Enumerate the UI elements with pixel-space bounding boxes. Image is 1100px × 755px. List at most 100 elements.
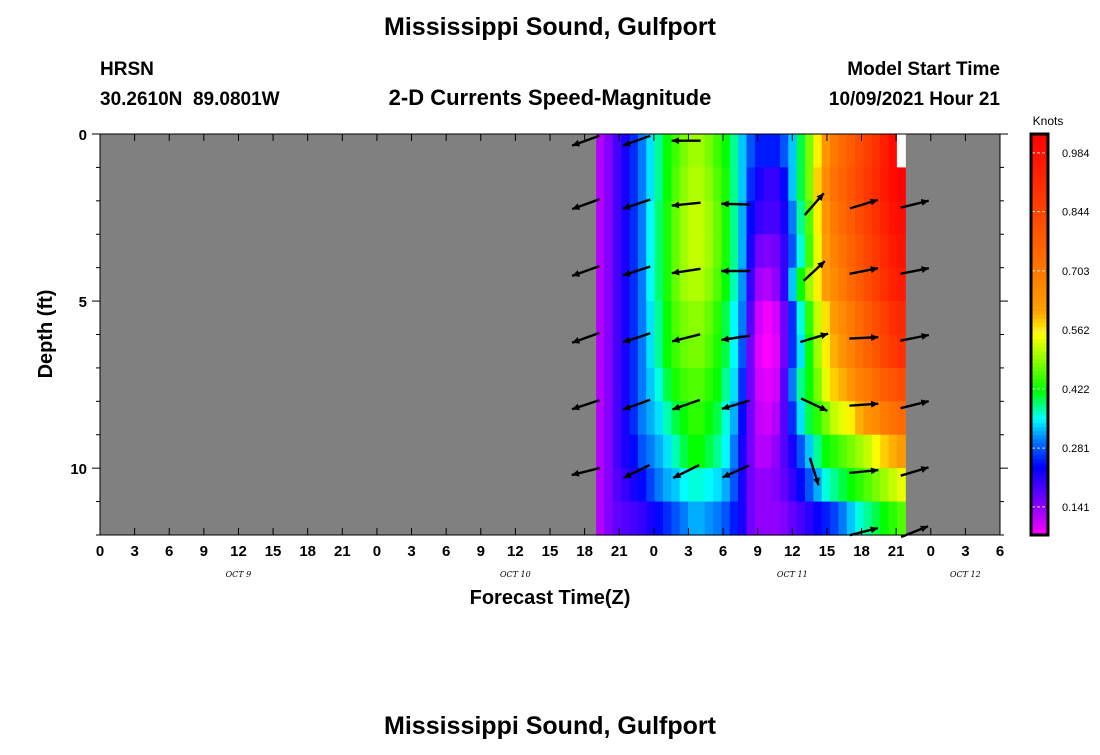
current-arrow [802,260,826,282]
colorbar-segment [1031,198,1048,203]
heatmap-cell [855,334,865,369]
heatmap-cell [779,267,789,302]
heatmap-cell [696,301,706,336]
heatmap-cell [612,501,622,536]
heatmap-cell [746,501,756,536]
colorbar-segment [1031,334,1048,340]
colorbar-segment [1031,390,1048,396]
heatmap-cell [846,301,856,336]
heatmap-cell [863,200,873,235]
heatmap-cell [596,167,606,202]
x-tick-label: 3 [407,543,415,560]
heatmap-cell [713,167,723,202]
heatmap-cell [604,434,614,469]
colorbar-segment [1031,446,1048,452]
heatmap-cell [830,167,840,202]
y-tick-label: 5 [79,294,87,311]
heatmap-cell [779,401,789,436]
heatmap-cell [713,267,723,302]
colorbar-segment [1031,238,1048,243]
current-arrow [799,332,829,344]
heatmap-cell [896,134,906,169]
colorbar-segment [1031,154,1048,159]
heatmap-cell [896,501,906,536]
x-tick-label: 15 [542,543,559,560]
heatmap-cell [713,301,723,336]
colorbar-segment [1031,378,1048,384]
colorbar-segment [1031,474,1048,480]
heatmap-cell [646,267,656,302]
colorbar-segment [1031,294,1048,299]
arrow-head [622,139,631,147]
colorbar-segment [1031,322,1048,327]
heatmap-cell [596,267,606,302]
heatmap-cell [621,200,631,235]
colorbar-segment [1031,402,1048,408]
heatmap-cell [788,334,798,369]
colorbar-segment [1031,326,1048,331]
heatmap-cell [738,267,748,302]
heatmap-cell [721,434,731,469]
heatmap-cell [621,401,631,436]
heatmap-cell [746,367,756,402]
heatmap-cell [746,234,756,269]
colorbar-segment [1031,434,1048,440]
heatmap-cell [671,267,681,302]
x-tick-label: 6 [165,543,173,560]
heatmap-cell [763,334,773,369]
colorbar-segment [1031,498,1048,504]
colorbar-segment [1031,382,1048,388]
colorbar-tick-label: 0.562 [1062,325,1090,337]
x-tick-label: 21 [888,543,905,560]
heatmap-cell [688,134,697,169]
heatmap-cell [704,367,714,402]
current-arrow [672,463,700,480]
heatmap-cell [855,301,865,336]
heatmap-cell [746,134,756,169]
heatmap-cell [621,434,631,469]
heatmap-cell [788,301,798,336]
x-tick-label: 6 [442,543,450,560]
heatmap-cell [788,401,798,436]
heatmap-cell [729,167,739,202]
heatmap-cell [830,501,840,536]
heatmap-cell [896,301,906,336]
heatmap-cell [662,234,672,269]
x-tick-label: 18 [576,543,593,560]
heatmap-cell [838,301,848,336]
heatmap-cell [612,434,622,469]
heatmap-cell [713,200,723,235]
heatmap-cell [771,334,781,369]
arrow-head [870,400,879,408]
heatmap-cell [896,200,906,235]
x-tick-label: 0 [650,543,658,560]
colorbar-segment [1031,494,1048,500]
heatmap-cell [880,434,890,469]
date-label: OCT 11 [777,570,808,579]
current-arrow [623,463,651,480]
colorbar-segment [1031,258,1048,263]
heatmap-cell [855,468,865,503]
heatmap-cell [821,134,831,169]
colorbar-tick-label: 0.141 [1062,502,1090,514]
heatmap-cell [805,401,814,436]
heatmap-cell [621,468,631,503]
heatmap-cell [838,501,848,536]
heatmap-cell [896,267,906,302]
heatmap-cell [805,167,814,202]
heatmap-cell [704,301,714,336]
arrow-head [572,270,581,277]
colorbar-segment [1031,218,1048,223]
heatmap-cell [704,234,714,269]
x-tick-label: 3 [961,543,969,560]
heatmap-cell [688,401,697,436]
colorbar-segment [1031,194,1048,199]
heatmap-cell [696,267,706,302]
heatmap-cell [863,401,873,436]
heatmap-cell [846,367,856,402]
heatmap-cell [830,301,840,336]
heatmap-cell [621,167,631,202]
colorbar-segment [1031,254,1048,259]
heatmap-cell [713,401,723,436]
heatmap-cell [679,200,689,235]
